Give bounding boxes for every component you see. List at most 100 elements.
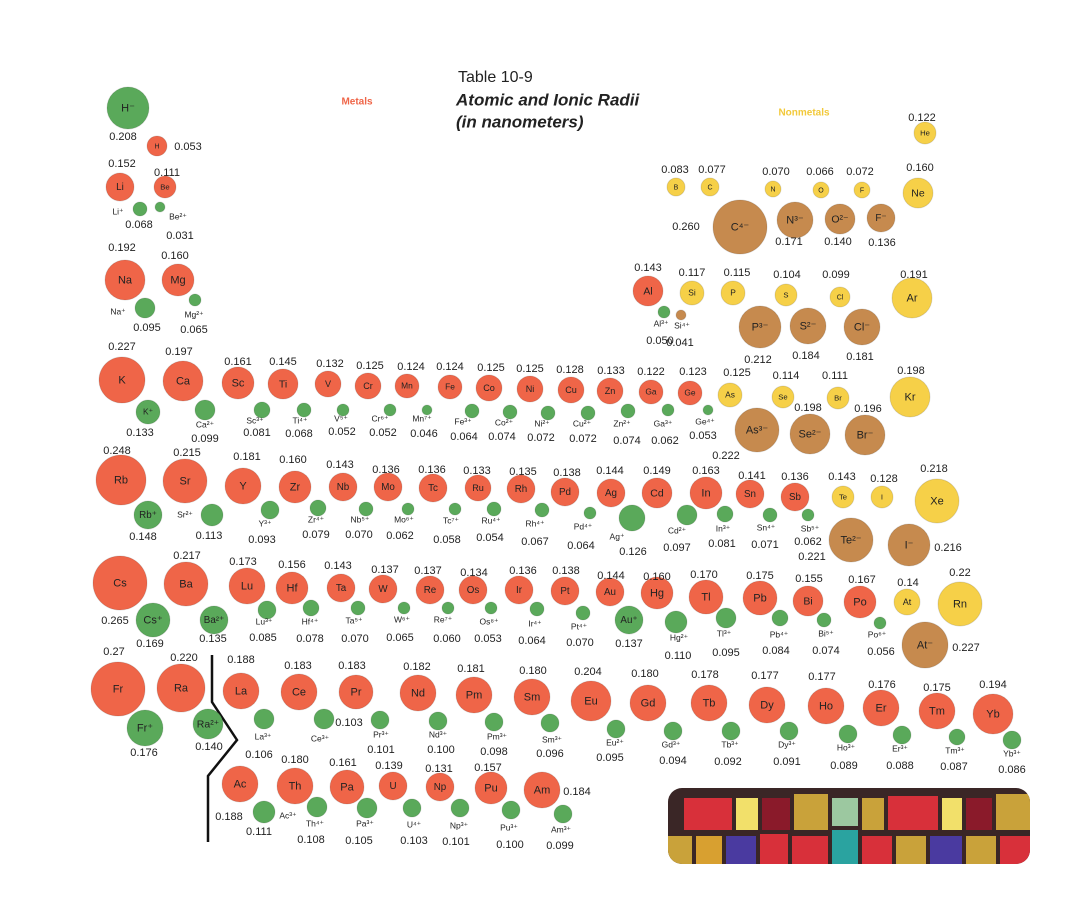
radius-circle xyxy=(771,609,789,627)
radius-circle xyxy=(336,403,350,417)
radius-circle xyxy=(455,676,493,714)
symbol-label: Sr xyxy=(180,475,191,487)
radius-value: 0.222 xyxy=(712,450,740,462)
radius-value: 0.167 xyxy=(848,574,876,586)
radius-circle xyxy=(253,708,275,730)
radius-value: 0.148 xyxy=(129,531,157,543)
radius-value: 0.092 xyxy=(714,756,742,768)
symbol-label: Ag xyxy=(605,488,617,499)
radius-value: 0.095 xyxy=(133,322,161,334)
symbol-label: Hg xyxy=(650,587,664,599)
radius-value: 0.152 xyxy=(108,158,136,170)
radius-circle xyxy=(629,684,667,722)
symbol-label: Cs xyxy=(113,577,127,589)
radius-value: 0.140 xyxy=(195,741,223,753)
ion-label: Ho³⁺ xyxy=(837,742,856,752)
radius-value: 0.072 xyxy=(527,432,555,444)
symbol-label: S²⁻ xyxy=(800,320,817,332)
subtitle: Atomic and Ionic Radii xyxy=(455,90,641,109)
radius-value: 0.095 xyxy=(596,752,624,764)
radius-value: 0.098 xyxy=(480,746,508,758)
symbol-label: Rb⁺ xyxy=(139,510,157,521)
ion-label: Sb⁵⁺ xyxy=(801,523,820,533)
radius-value: 0.155 xyxy=(795,573,823,585)
radius-circle xyxy=(664,610,688,634)
radius-value: 0.136 xyxy=(509,565,537,577)
radius-circle xyxy=(614,605,644,635)
symbol-label: Zn xyxy=(605,386,616,396)
symbol-label: As³⁻ xyxy=(746,424,769,436)
radius-value: 0.100 xyxy=(427,744,455,756)
ion-label: Er³⁺ xyxy=(892,743,908,753)
ion-label: V⁵⁺ xyxy=(334,413,348,423)
ion-label: Eu²⁺ xyxy=(606,737,624,747)
symbol-label: Tc xyxy=(428,483,438,494)
ion-label: Tl³⁺ xyxy=(717,628,732,638)
radius-value: 0.062 xyxy=(386,530,414,542)
symbol-label: Ru xyxy=(472,483,484,493)
radius-circle xyxy=(370,710,390,730)
symbol-label: Na xyxy=(118,274,133,286)
ion-label: Re⁷⁺ xyxy=(434,614,453,624)
radius-circle xyxy=(550,576,580,606)
ion-label: Ru⁴⁺ xyxy=(481,515,501,525)
ion-label: Th⁴⁺ xyxy=(306,818,325,828)
radius-circle xyxy=(373,472,403,502)
radius-value: 0.198 xyxy=(897,365,925,377)
radius-value: 0.183 xyxy=(284,660,312,672)
radius-value: 0.079 xyxy=(302,529,330,541)
radius-circle xyxy=(972,693,1014,735)
ion-label: Fe³⁺ xyxy=(454,416,472,426)
ion-label: Gd³⁺ xyxy=(662,739,681,749)
ion-label: Sc³⁺ xyxy=(246,415,264,425)
radius-value: 0.096 xyxy=(536,748,564,760)
radius-circle xyxy=(92,555,148,611)
ion-label: Zr⁴⁺ xyxy=(308,514,325,524)
radius-circle xyxy=(260,500,280,520)
ion-label: Zn²⁺ xyxy=(613,418,631,428)
ion-label: Li⁺ xyxy=(112,206,124,216)
symbol-label: Xe xyxy=(930,495,943,507)
radius-circle xyxy=(843,308,881,346)
symbol-label: H⁻ xyxy=(121,102,135,114)
radius-value: 0.108 xyxy=(297,834,325,846)
radius-value: 0.100 xyxy=(496,839,524,851)
radius-circle xyxy=(891,277,933,319)
radius-circle xyxy=(252,800,276,824)
symbol-label: Tm xyxy=(929,705,945,717)
radius-value: 0.156 xyxy=(278,559,306,571)
radius-circle xyxy=(1002,730,1022,750)
symbol-label: As xyxy=(725,390,735,400)
radius-value: 0.062 xyxy=(651,435,679,447)
title: Table 10-9 xyxy=(458,69,533,86)
radius-value: 0.216 xyxy=(934,542,962,554)
radius-circle xyxy=(866,203,896,233)
radius-value: 0.184 xyxy=(792,350,820,362)
symbol-label: At⁻ xyxy=(917,639,933,651)
radius-circle xyxy=(448,502,462,516)
radius-circle xyxy=(275,571,309,605)
radius-value: 0.143 xyxy=(828,471,856,483)
radius-circle xyxy=(570,680,612,722)
radius-circle xyxy=(132,201,148,217)
radius-circle xyxy=(428,711,448,731)
radius-value: 0.084 xyxy=(762,645,790,657)
radius-circle xyxy=(302,599,320,617)
radius-value: 0.133 xyxy=(126,427,154,439)
symbol-label: C⁴⁻ xyxy=(731,221,750,233)
radius-value: 0.056 xyxy=(867,646,895,658)
ion-label: Pt⁴⁺ xyxy=(571,621,588,631)
radius-circle xyxy=(421,404,433,416)
radius-circle xyxy=(162,458,208,504)
symbol-label: Pd xyxy=(559,487,571,498)
symbol-label: Ga xyxy=(645,387,657,397)
radius-circle xyxy=(276,767,314,805)
radius-circle xyxy=(792,585,824,617)
symbol-label: Sn xyxy=(744,489,756,500)
radius-circle xyxy=(893,588,921,616)
ion-label: Pb⁴⁺ xyxy=(770,629,789,639)
radius-circle xyxy=(580,405,596,421)
radius-circle xyxy=(734,407,780,453)
